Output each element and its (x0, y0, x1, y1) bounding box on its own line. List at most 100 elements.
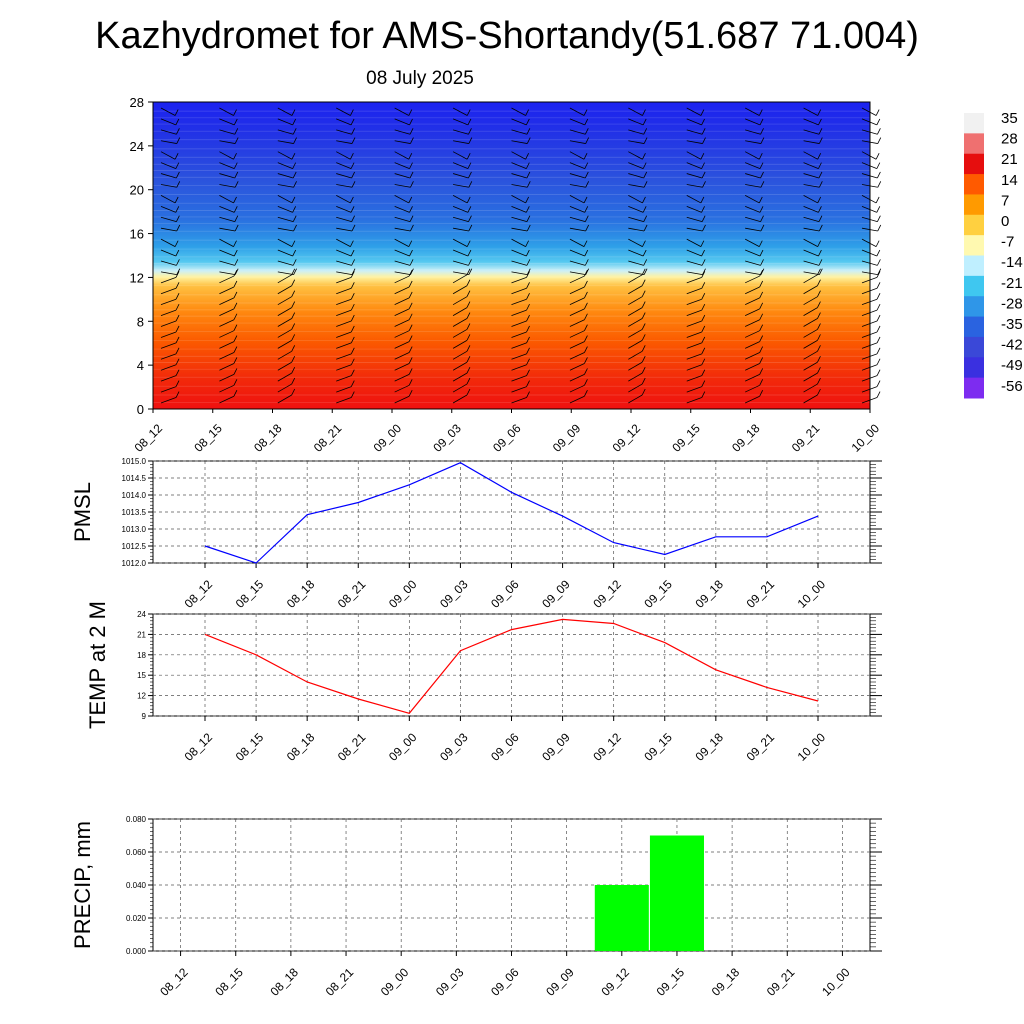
wind-barb (803, 329, 818, 338)
wind-barb-flag (642, 162, 647, 169)
wind-barb-flag (468, 259, 472, 266)
wind-barb (394, 384, 410, 393)
wind-barb-flag (176, 128, 180, 135)
wind-barb (394, 260, 411, 266)
wind-barb-flag (701, 391, 706, 398)
colorbar-label: -56 (1001, 378, 1023, 395)
wind-barb-flag (468, 268, 473, 275)
colorbar-label: 35 (1001, 110, 1018, 127)
wind-barb-flag (174, 109, 179, 116)
x-tick-label: 08_12 (182, 577, 216, 611)
wind-barb (861, 107, 877, 116)
wind-barb-flag (410, 224, 414, 232)
wind-barb (569, 129, 586, 135)
wind-barb (277, 296, 292, 306)
wind-barb-flag (409, 171, 414, 179)
wind-barb (511, 309, 527, 316)
wind-barb (511, 118, 527, 126)
wind-barb (569, 275, 585, 284)
wind-barb-flag (292, 249, 297, 257)
wind-barb-flag (641, 323, 646, 330)
wind-barb (628, 260, 644, 266)
wind-barb (803, 361, 818, 371)
wind-barb-flag (526, 391, 530, 398)
wind-barb-flag (759, 335, 764, 342)
wind-barb (861, 238, 877, 247)
wind-barb (803, 205, 819, 213)
wind-barb (861, 249, 877, 257)
wind-barb-flag (466, 268, 471, 275)
wind-barb-flag (409, 259, 414, 266)
wind-barb (452, 129, 469, 135)
wind-barb (745, 173, 761, 179)
wind-barb (803, 296, 818, 306)
wind-barb-flag (584, 335, 588, 342)
wind-barb (336, 249, 352, 257)
wind-barb (219, 129, 235, 135)
wind-barb (219, 297, 235, 306)
wind-barb (219, 363, 235, 371)
wind-barb (336, 320, 352, 327)
wind-barb (336, 397, 352, 404)
wind-barb (628, 238, 643, 247)
wind-barb-flag (291, 109, 296, 116)
wind-barb-flag (817, 388, 821, 396)
x-tick-label: 08_21 (311, 421, 345, 455)
x-tick-label: 10_00 (819, 965, 853, 999)
wind-barb (803, 195, 818, 204)
wind-barb (336, 227, 353, 232)
wind-barb (744, 341, 760, 349)
wind-barb-flag (234, 137, 239, 144)
wind-barb-flag (175, 249, 180, 257)
x-tick-label: 09_00 (371, 421, 405, 455)
wind-barb (452, 238, 468, 247)
colorbar-swatch (964, 214, 984, 236)
wind-barb-flag (758, 240, 763, 247)
wind-barb (394, 227, 411, 232)
wind-barb (336, 386, 352, 393)
wind-barb (452, 216, 469, 223)
wind-barb (511, 276, 527, 284)
wind-barb-flag (468, 137, 473, 144)
wind-barb-flag (584, 171, 589, 179)
wind-barb-flag (876, 282, 881, 289)
wind-barb (569, 330, 585, 338)
wind-barb (160, 162, 176, 169)
wind-barb (686, 173, 703, 179)
x-tick-label: 09_15 (641, 730, 675, 764)
wind-barb-flag (350, 303, 355, 311)
colorbar-label: -14 (1001, 254, 1023, 271)
wind-barb (803, 394, 818, 404)
wind-barb (160, 276, 177, 284)
wind-barb-flag (409, 118, 413, 126)
wind-barb (336, 271, 353, 276)
colorbar-swatch (964, 194, 984, 216)
wind-barb-flag (817, 323, 821, 330)
wind-barb (569, 184, 586, 188)
colorbar-swatch (964, 316, 984, 338)
wind-barb-flag (526, 224, 531, 232)
x-tick-label: 09_06 (488, 730, 522, 764)
wind-barb (686, 216, 703, 223)
wind-barb (569, 238, 585, 247)
wind-barb (686, 162, 702, 169)
wind-barb (686, 249, 702, 257)
wind-barb (160, 386, 177, 393)
wind-barb (628, 227, 645, 232)
wind-barb-flag (641, 356, 646, 363)
wind-barb-flag (526, 380, 530, 387)
wind-barb-flag (877, 181, 882, 188)
wind-barb-flag (176, 181, 181, 188)
y-tick-label: 1012.5 (122, 542, 147, 551)
wind-barb-flag (584, 206, 589, 213)
wind-barb-flag (350, 153, 354, 160)
y-tick-label: 1014.5 (122, 474, 147, 483)
wind-barb-flag (701, 347, 706, 355)
wind-barb (628, 383, 643, 393)
wind-barb (628, 350, 643, 360)
wind-barb-flag (876, 206, 881, 213)
wind-barb-flag (350, 249, 355, 257)
wind-barb-flag (760, 181, 765, 188)
wind-barb-flag (350, 369, 355, 376)
